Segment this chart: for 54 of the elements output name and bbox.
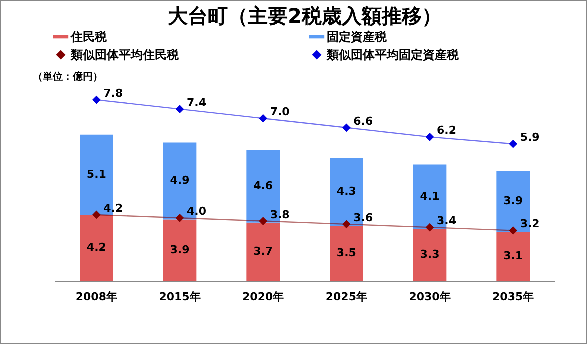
point	[259, 217, 268, 226]
point	[92, 210, 101, 220]
data-label: 5.9	[520, 131, 540, 144]
data-label: 3.2	[520, 218, 540, 231]
bar	[163, 220, 197, 281]
legend-label: 住民税	[70, 30, 108, 44]
data-label: 7.8	[104, 87, 124, 100]
point	[176, 214, 184, 222]
bar	[413, 229, 447, 281]
data-label: 4.0	[187, 205, 207, 218]
data-label: 7.4	[187, 96, 207, 110]
x-tick-label: 2008年	[76, 290, 118, 304]
data-label: 3.3	[420, 248, 440, 262]
x-tick-label: 2030年	[409, 290, 451, 304]
data-label: 3.1	[504, 250, 524, 263]
point	[426, 132, 434, 142]
data-label: 3.6	[354, 211, 374, 224]
x-tick-label: 2025年	[326, 290, 368, 304]
x-tick-label: 2020年	[242, 290, 284, 304]
data-label: 4.2	[104, 202, 124, 215]
data-label: 4.9	[170, 174, 190, 188]
legend-label: 類似団体平均住民税	[70, 48, 180, 62]
data-label: 3.7	[254, 244, 274, 258]
legend-label: 固定資産税	[327, 30, 388, 44]
point	[509, 140, 518, 148]
point	[509, 226, 518, 235]
point	[342, 220, 351, 229]
data-label: 3.4	[437, 214, 457, 228]
bar	[80, 214, 114, 281]
data-label: 4.2	[86, 241, 106, 254]
data-label: 4.6	[254, 180, 274, 193]
bar	[496, 232, 530, 281]
data-label: 3.9	[504, 194, 524, 208]
data-label: 3.8	[270, 208, 290, 222]
point	[92, 96, 101, 104]
point	[342, 124, 351, 132]
x-tick-label: 2015年	[159, 290, 201, 304]
annotation: （単位：億円）	[33, 71, 103, 83]
point	[176, 105, 184, 114]
bar	[246, 222, 280, 281]
data-label: 3.9	[170, 243, 190, 256]
chart-title: 大台町（主要2税歳入額推移）	[168, 4, 442, 28]
legend-label: 類似団体平均固定資産税	[326, 48, 460, 62]
point	[259, 114, 268, 123]
data-label: 6.2	[437, 124, 456, 138]
data-label: 6.6	[354, 114, 374, 128]
data-label: 4.1	[420, 190, 440, 203]
data-label: 7.0	[270, 106, 290, 119]
data-label: 3.5	[336, 246, 356, 260]
data-label: 5.1	[86, 168, 106, 181]
x-tick-label: 2035年	[492, 290, 534, 304]
data-label: 4.3	[336, 185, 356, 198]
bar	[330, 226, 364, 281]
point	[426, 223, 434, 232]
